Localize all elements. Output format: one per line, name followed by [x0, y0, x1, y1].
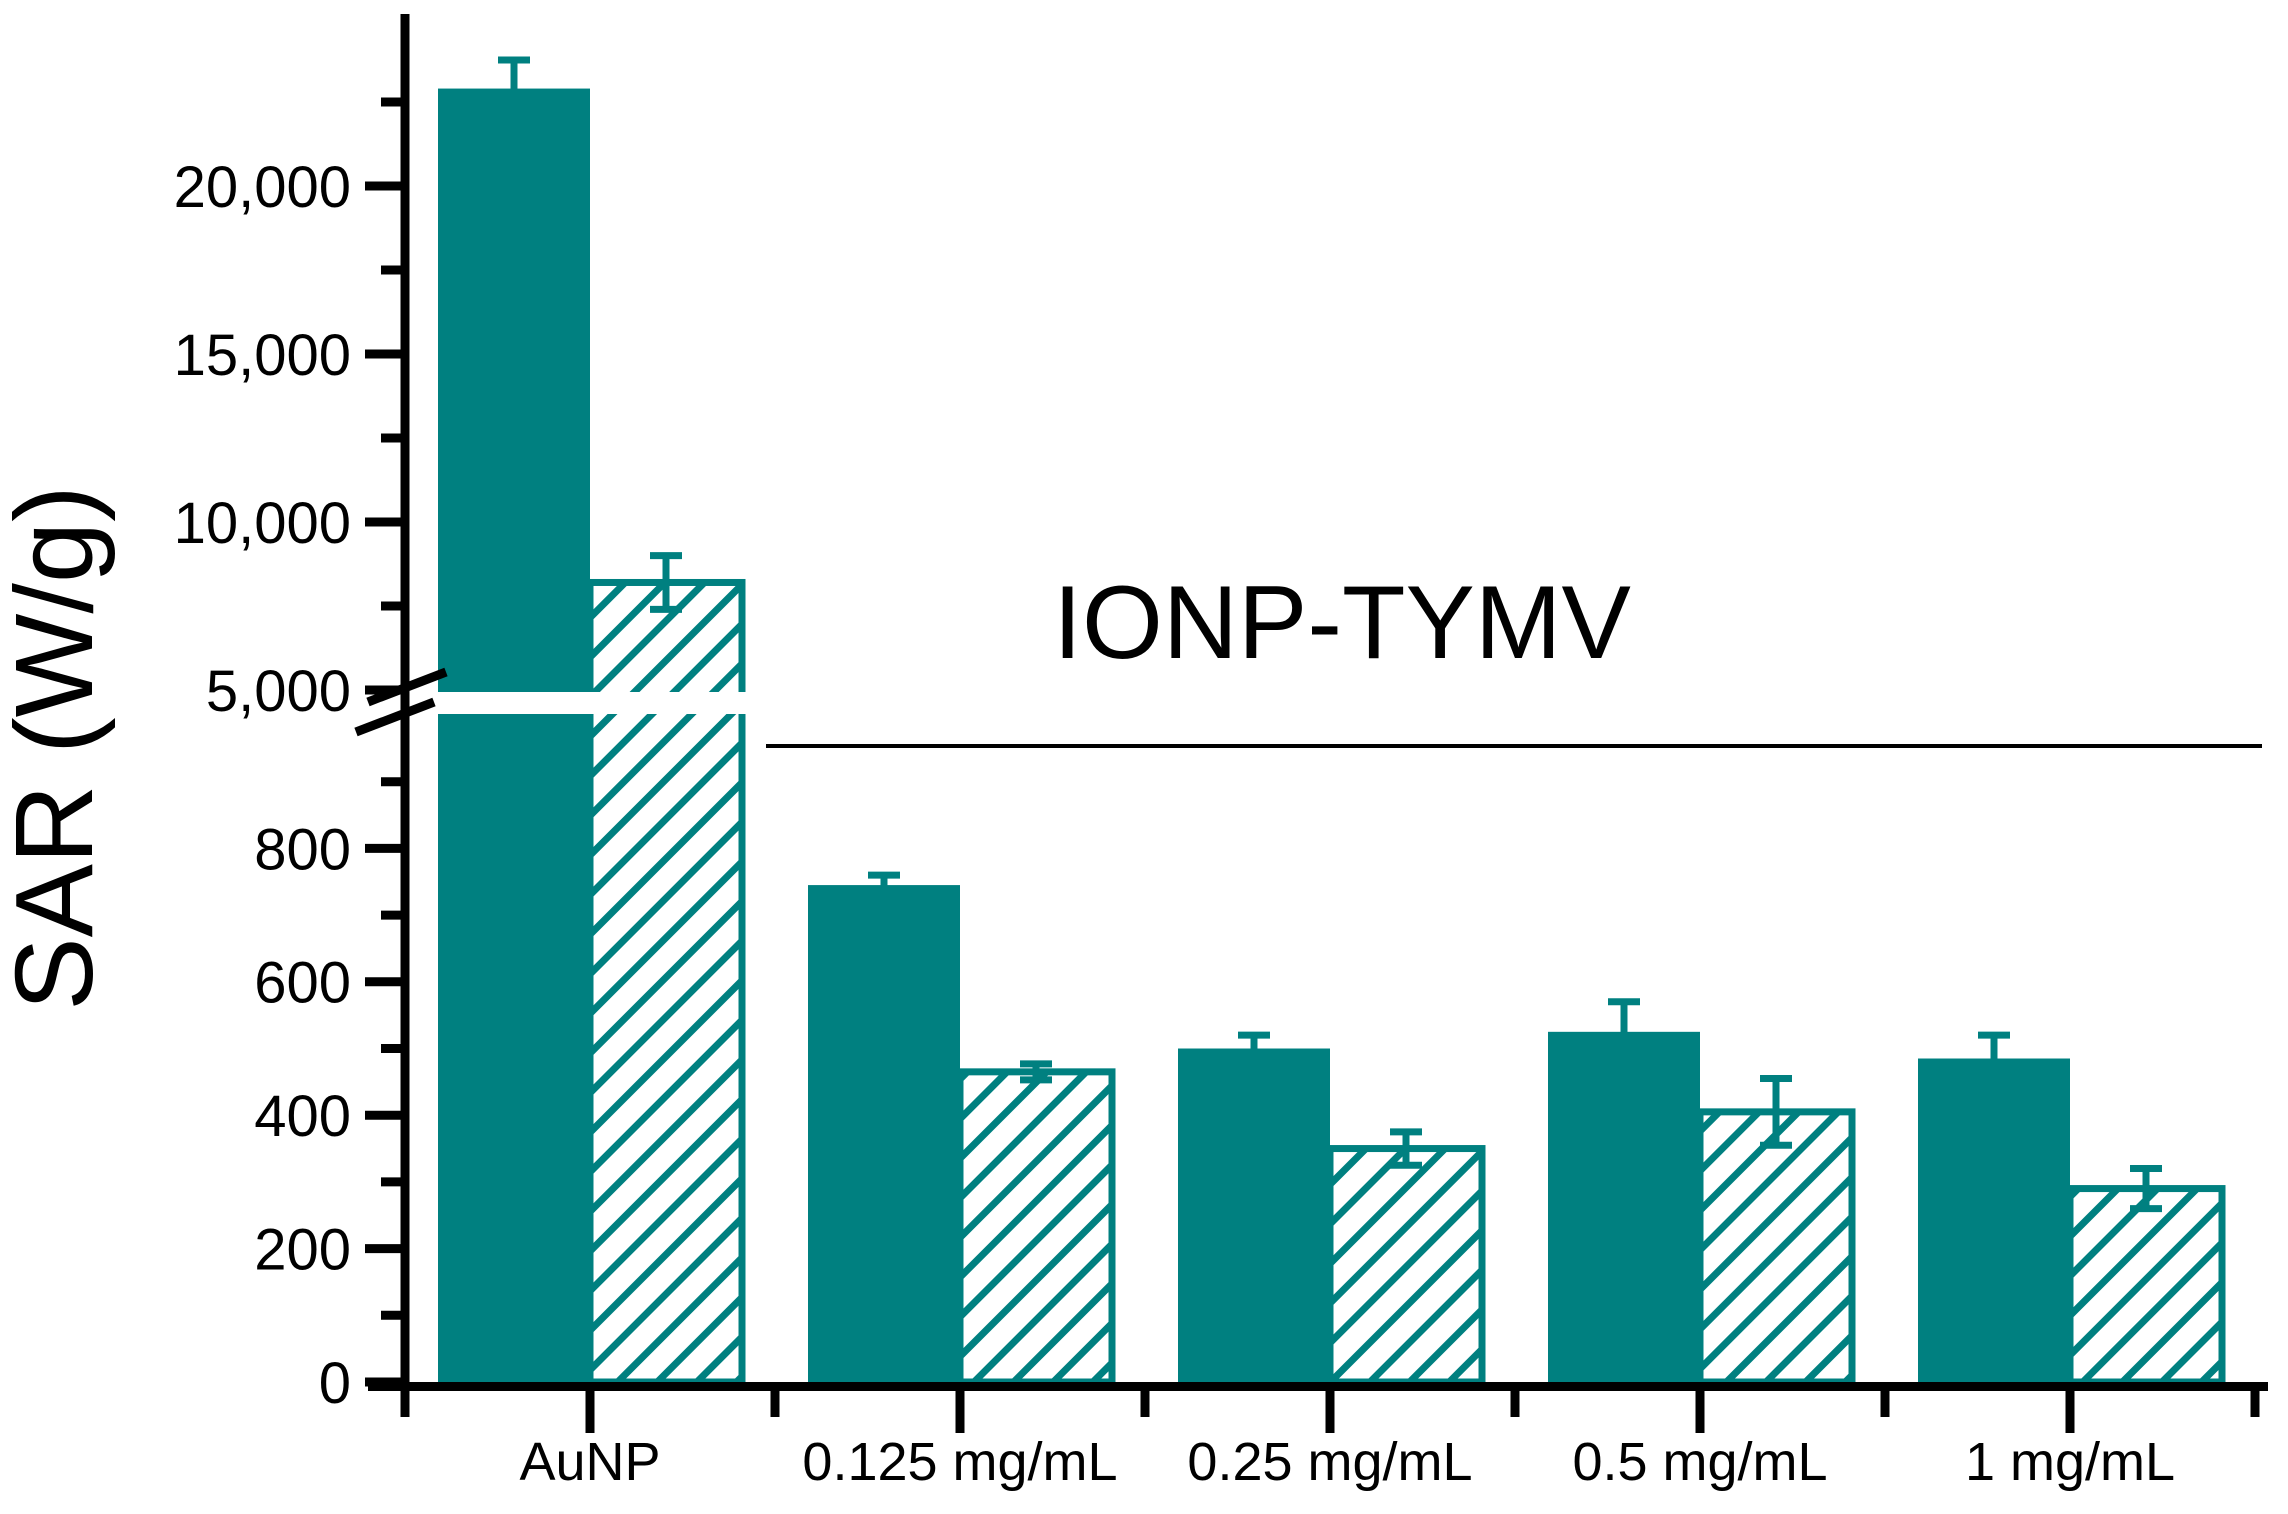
x-axis-category-label: 0.125 mg/mL [802, 1432, 1117, 1492]
bar-solid-1 mg/mL [1918, 1058, 2070, 1382]
bar-hatched-0.125 mg/mL [956, 1068, 1116, 1386]
y-axis-tick-label: 200 [254, 1217, 351, 1282]
axis-break-marks [354, 667, 448, 737]
y-axis-tick-label: 0 [319, 1351, 351, 1416]
error-bar-hatched-1 mg/mL [2130, 1165, 2162, 1213]
error-bar-solid-0.5 mg/mL [1608, 998, 1640, 1066]
y-axis-tick-label: 800 [254, 817, 351, 882]
axes: 0 200 400 600 800 5,000 10,000 15,000 20,000 AuNP… [174, 14, 2268, 1492]
y-axis-tick-label: 5,000 [206, 659, 351, 724]
break-slash-lower [354, 697, 436, 737]
error-bar-solid-0.125 mg/mL [868, 871, 900, 899]
x-axis-category-label: 0.25 mg/mL [1187, 1432, 1472, 1492]
x-axis-category-label: 1 mg/mL [1965, 1432, 2175, 1492]
bar-hatched-0.25 mg/mL [1326, 1145, 1486, 1386]
y-axis-tick-label: 20,000 [174, 155, 351, 220]
bar-solid-AuNP [438, 88, 590, 1382]
bar-hatched-1 mg/mL [2066, 1185, 2226, 1386]
y-axis-tick-label: 15,000 [174, 323, 351, 388]
error-bar-hatched-0.5 mg/mL [1760, 1075, 1792, 1149]
chart-annotation: IONP-TYMV [1053, 565, 1631, 681]
bar-solid-0.5 mg/mL [1548, 1031, 1700, 1382]
axis-break-band [412, 692, 2270, 714]
error-bar-solid-AuNP [498, 56, 530, 121]
y-axis-label: SAR (W/g) [0, 485, 116, 1011]
break-slash-upper [366, 667, 448, 707]
y-axis-tick-label: 400 [254, 1084, 351, 1149]
y-axis-tick-label: 600 [254, 951, 351, 1016]
x-axis-category-label: 0.5 mg/mL [1572, 1432, 1827, 1492]
error-bar-solid-1 mg/mL [1978, 1031, 2010, 1086]
bar-hatched-0.5 mg/mL [1696, 1108, 1856, 1386]
plot-bars [438, 56, 2226, 1386]
bar-solid-0.25 mg/mL [1178, 1048, 1330, 1382]
y-axis-tick-label: 10,000 [174, 491, 351, 556]
error-bar-hatched-AuNP [650, 552, 682, 613]
error-bar-hatched-0.125 mg/mL [1020, 1060, 1052, 1084]
error-bar-solid-0.25 mg/mL [1238, 1031, 1270, 1066]
bar-solid-0.125 mg/mL [808, 885, 960, 1382]
error-bar-hatched-0.25 mg/mL [1390, 1128, 1422, 1169]
x-axis-category-label: AuNP [519, 1432, 660, 1492]
bar-hatched-AuNP [586, 578, 746, 1386]
